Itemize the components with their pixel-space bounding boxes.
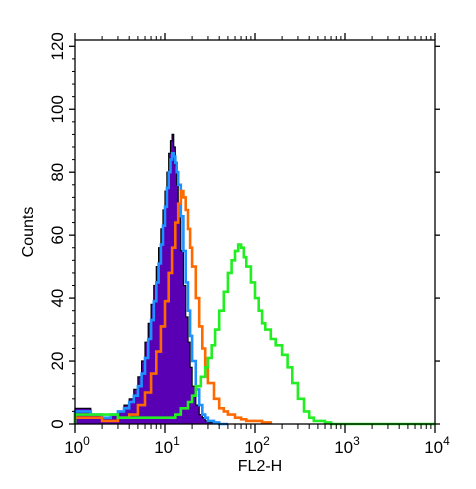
x-tick-label: 100 xyxy=(64,434,90,457)
series-4-histogram xyxy=(73,243,435,426)
y-tick-label: 20 xyxy=(48,352,67,371)
y-tick-label: 0 xyxy=(48,419,67,428)
y-axis-label: Counts xyxy=(20,207,37,258)
y-tick-label: 60 xyxy=(48,226,67,245)
plot-frame xyxy=(74,39,436,425)
x-axis-label: FL2-H xyxy=(238,458,282,475)
y-tick-label: 80 xyxy=(48,163,67,182)
y-tick-label: 120 xyxy=(48,32,67,60)
x-tick-label: 102 xyxy=(244,434,270,457)
y-axis: 0 20 40 60 80 100 120 xyxy=(48,32,440,429)
x-tick-label: 101 xyxy=(154,434,180,457)
y-tick-label: 100 xyxy=(48,95,67,123)
x-tick-label: 104 xyxy=(424,434,450,457)
series-3-histogram xyxy=(73,189,273,424)
x-axis: 100 101 102 103 104 xyxy=(64,33,450,457)
series-layer xyxy=(73,133,435,426)
series-2-histogram xyxy=(73,152,228,426)
x-tick-label: 103 xyxy=(334,434,360,457)
y-tick-label: 40 xyxy=(48,289,67,308)
